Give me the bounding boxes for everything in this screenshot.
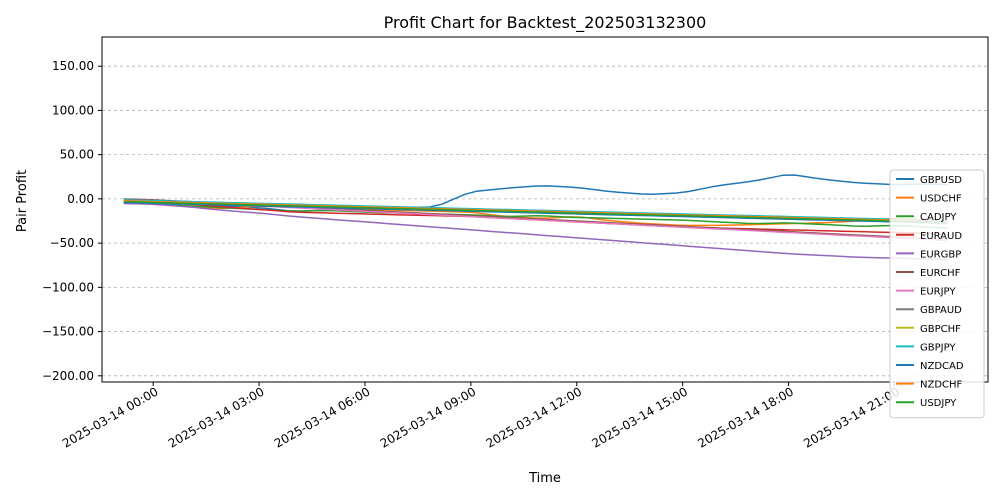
chart-title: Profit Chart for Backtest_202503132300 <box>384 13 707 33</box>
legend: GBPUSD USDCHF CADJPY EURAUD EURGBP EURCHF EURJ… <box>889 169 985 419</box>
y-tick-label: 50.00 <box>60 148 94 162</box>
legend-label: USDCHF <box>920 194 962 205</box>
legend-label: GBPJPY <box>920 342 956 353</box>
legend-label: USDJPY <box>920 398 957 409</box>
series-line-gbpjpy <box>123 199 948 222</box>
y-tick-label: −200.00 <box>42 369 94 383</box>
y-tick-label: 0.00 <box>67 192 94 206</box>
y-axis-label: Pair Profit <box>15 170 30 232</box>
series-line-usdjpy <box>123 200 948 224</box>
y-tick-label: 100.00 <box>52 103 94 117</box>
series-line-gbpusd <box>123 174 948 212</box>
legend-label: EURAUD <box>920 231 962 242</box>
legend-label: EURGBP <box>920 249 961 260</box>
y-tick-label: −150.00 <box>42 325 94 339</box>
y-tick-label: −50.00 <box>50 236 94 250</box>
y-tick-label: 150.00 <box>52 59 94 73</box>
legend-label: EURCHF <box>920 268 961 279</box>
series-line-nzdcad <box>123 201 948 225</box>
grid <box>102 65 988 377</box>
series-line-eurgbp <box>123 202 948 261</box>
series-line-nzdchf <box>123 200 948 223</box>
legend-box <box>889 169 985 419</box>
legend-label: GBPUSD <box>920 175 962 186</box>
plot-area-frame <box>101 36 989 383</box>
x-axis-label: Time <box>528 471 561 486</box>
legend-label: NZDCHF <box>920 380 963 391</box>
legend-label: EURJPY <box>920 287 956 298</box>
legend-label: GBPAUD <box>920 305 962 316</box>
y-tick-label: −100.00 <box>42 280 94 294</box>
legend-label: NZDCAD <box>920 361 964 372</box>
y-axis-ticks: 150.00 100.00 50.00 0.00 −50.00 −100.00 −150.0… <box>42 59 102 383</box>
legend-label: GBPCHF <box>920 324 961 335</box>
series-lines <box>123 174 948 261</box>
legend-label: CADJPY <box>920 212 957 223</box>
